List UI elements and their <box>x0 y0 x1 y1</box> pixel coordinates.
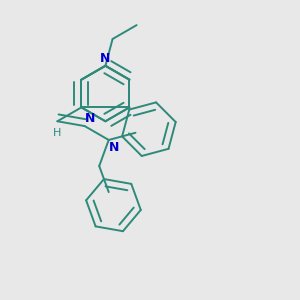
Text: H: H <box>53 128 61 138</box>
Text: N: N <box>100 52 111 65</box>
Text: N: N <box>109 141 119 154</box>
Text: N: N <box>85 112 95 125</box>
